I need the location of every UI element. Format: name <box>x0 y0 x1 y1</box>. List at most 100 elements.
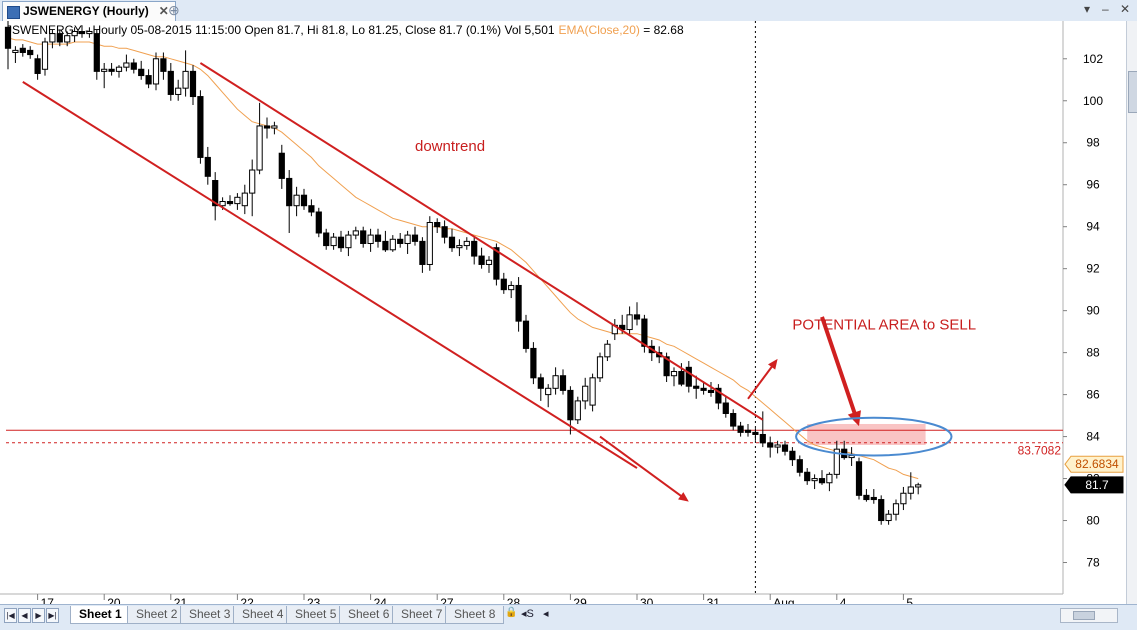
candle-body <box>145 75 152 85</box>
candle-body <box>663 356 670 377</box>
candle-body <box>352 230 359 236</box>
candle-body <box>367 234 374 244</box>
candle-body <box>685 366 692 387</box>
candle <box>885 510 892 525</box>
candle-body <box>123 62 130 68</box>
candle <box>900 486 907 511</box>
price-tag-box <box>1064 476 1124 494</box>
candle-body <box>130 62 137 70</box>
sheet-tab-4[interactable]: Sheet 4 <box>233 606 293 624</box>
candle <box>330 232 337 250</box>
candle <box>626 306 633 334</box>
arrow-head <box>768 358 778 370</box>
sheet-scroll-left-icon[interactable]: ◂S <box>521 608 534 620</box>
candle-body <box>789 450 796 461</box>
candle-body <box>892 503 900 515</box>
candle-body <box>915 484 922 488</box>
vertical-scrollbar[interactable] <box>1126 21 1137 604</box>
sheet-bar: |◀ ◀ ▶ ▶| Sheet 1 Sheet 2 Sheet 3 Sheet … <box>0 604 1137 630</box>
first-sheet-button[interactable]: |◀ <box>4 608 17 623</box>
y-tick-label: 100 <box>1083 94 1103 108</box>
next-sheet-button[interactable]: ▶ <box>32 608 45 623</box>
sheet-scroll-icon[interactable]: ◂ <box>543 608 549 620</box>
candle <box>167 62 174 101</box>
sheet-tab-3[interactable]: Sheet 3 <box>180 606 240 624</box>
y-tick-label: 88 <box>1086 346 1100 360</box>
candle-body <box>315 211 322 234</box>
candle <box>641 314 648 353</box>
candle <box>508 281 515 299</box>
candle <box>12 46 19 63</box>
dropdown-icon[interactable]: ▾ <box>1084 2 1091 16</box>
chart-tab[interactable]: JSWENERGY (Hourly) ✕ <box>2 1 176 21</box>
trend-line <box>22 81 638 469</box>
candle <box>633 302 641 326</box>
sell-area-ellipse <box>795 416 953 457</box>
candle <box>78 25 86 38</box>
candle <box>907 472 914 500</box>
candle <box>804 468 811 485</box>
last-sheet-button[interactable]: ▶| <box>46 608 59 623</box>
candle-body <box>160 58 167 72</box>
sheet-tab-6[interactable]: Sheet 6 <box>339 606 399 624</box>
close-tab-icon[interactable]: ✕ <box>158 4 169 18</box>
candle-body <box>404 234 411 244</box>
candle-body <box>108 68 115 72</box>
candle <box>152 52 160 91</box>
candlestick-chart[interactable]: 7880828486889092949698100102 17202122232… <box>0 21 1126 610</box>
candle-body <box>759 433 766 444</box>
candle <box>308 199 315 217</box>
info-ema-label: EMA(Close,20) <box>559 23 640 37</box>
candle <box>4 21 12 70</box>
candle-body <box>226 201 234 205</box>
candle <box>582 377 589 410</box>
candle <box>722 396 729 418</box>
candle-body <box>300 194 308 207</box>
candle-body <box>256 125 263 171</box>
candle <box>500 272 507 294</box>
candle-body <box>204 156 211 177</box>
candle-body <box>19 47 26 53</box>
candle <box>41 37 49 76</box>
ema-line <box>7 37 919 480</box>
candle-body <box>626 314 633 331</box>
candle-body <box>271 125 278 129</box>
sheet-tab-7[interactable]: Sheet 7 <box>392 606 452 624</box>
vertical-scroll-thumb[interactable] <box>1128 71 1137 113</box>
prev-sheet-button[interactable]: ◀ <box>18 608 31 623</box>
minimize-icon[interactable]: – <box>1102 2 1109 16</box>
sheet-tab-5[interactable]: Sheet 5 <box>286 606 346 624</box>
candle-body <box>478 255 485 265</box>
candle <box>604 340 611 362</box>
candle <box>670 367 678 387</box>
candle-body <box>12 49 19 53</box>
sheet-tab-8[interactable]: Sheet 8 <box>445 606 505 624</box>
close-window-icon[interactable]: ✕ <box>1120 2 1131 16</box>
candle-body <box>744 429 752 433</box>
candle <box>892 499 900 521</box>
y-tick-label: 102 <box>1083 52 1103 66</box>
candle <box>419 237 426 273</box>
horizontal-scrollbar[interactable] <box>1060 608 1118 623</box>
candle <box>685 361 692 393</box>
sheet-tab-2[interactable]: Sheet 2 <box>127 606 187 624</box>
candle <box>27 46 34 59</box>
candle-body <box>286 177 293 207</box>
chart-info-line: JSWENERGY - Hourly 05-08-2015 11:15:00 O… <box>6 23 684 37</box>
chart-area[interactable]: 7880828486889092949698100102 17202122232… <box>0 21 1137 610</box>
candle-body <box>382 240 389 251</box>
lock-icon[interactable]: 🔒 <box>505 607 518 618</box>
candle-body <box>278 152 285 179</box>
candle-body <box>737 425 744 433</box>
candle-body <box>500 278 507 291</box>
horizontal-scroll-thumb[interactable] <box>1073 611 1095 620</box>
candle <box>863 489 870 502</box>
y-tick-label: 98 <box>1086 136 1100 150</box>
sheet-tab-1[interactable]: Sheet 1 <box>70 606 131 624</box>
candle <box>855 457 863 500</box>
candle <box>382 230 389 252</box>
x-tick-label: 4 <box>840 596 847 604</box>
new-tab-icon[interactable]: ⊕ <box>168 2 180 18</box>
candle <box>589 373 596 412</box>
candle-body <box>71 30 78 37</box>
